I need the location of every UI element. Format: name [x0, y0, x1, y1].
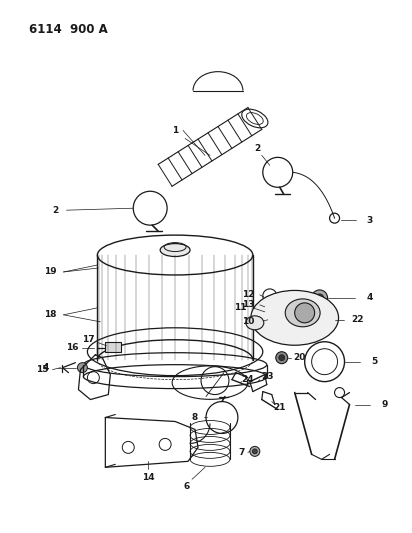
FancyBboxPatch shape [105, 342, 121, 352]
Text: 1: 1 [172, 126, 178, 135]
Text: 21: 21 [274, 403, 286, 412]
Text: 15: 15 [36, 365, 49, 374]
Text: 12: 12 [241, 290, 254, 300]
Circle shape [316, 294, 323, 302]
Text: 22: 22 [351, 316, 364, 324]
Text: 17: 17 [82, 335, 95, 344]
Text: 5: 5 [371, 357, 377, 366]
Text: 6114  900 A: 6114 900 A [28, 23, 108, 36]
Text: 4: 4 [366, 293, 372, 302]
Ellipse shape [160, 244, 190, 256]
Text: 6: 6 [184, 482, 190, 491]
Circle shape [250, 447, 260, 456]
Text: 23: 23 [262, 372, 274, 381]
Text: 20: 20 [293, 353, 306, 362]
Circle shape [279, 354, 285, 361]
Text: 14: 14 [142, 473, 154, 482]
Text: 8: 8 [192, 413, 198, 422]
Circle shape [311, 290, 328, 306]
Text: 10: 10 [242, 317, 254, 326]
Text: 18: 18 [44, 310, 57, 319]
Ellipse shape [251, 290, 339, 345]
Text: 3: 3 [366, 216, 372, 224]
Text: 13: 13 [241, 301, 254, 309]
Text: 11: 11 [234, 303, 246, 312]
Text: 2: 2 [52, 206, 59, 215]
Circle shape [252, 449, 258, 454]
Circle shape [295, 303, 315, 323]
Text: 9: 9 [381, 400, 388, 409]
Text: 19: 19 [44, 268, 57, 277]
Circle shape [77, 362, 87, 373]
Ellipse shape [246, 316, 264, 330]
Circle shape [276, 352, 288, 364]
Ellipse shape [285, 299, 320, 327]
Text: 4: 4 [42, 363, 49, 372]
Text: 24: 24 [241, 375, 254, 384]
Circle shape [264, 302, 276, 314]
Text: 2: 2 [255, 144, 261, 153]
Text: 16: 16 [66, 343, 79, 352]
Circle shape [267, 305, 273, 311]
Text: 7: 7 [239, 448, 245, 457]
